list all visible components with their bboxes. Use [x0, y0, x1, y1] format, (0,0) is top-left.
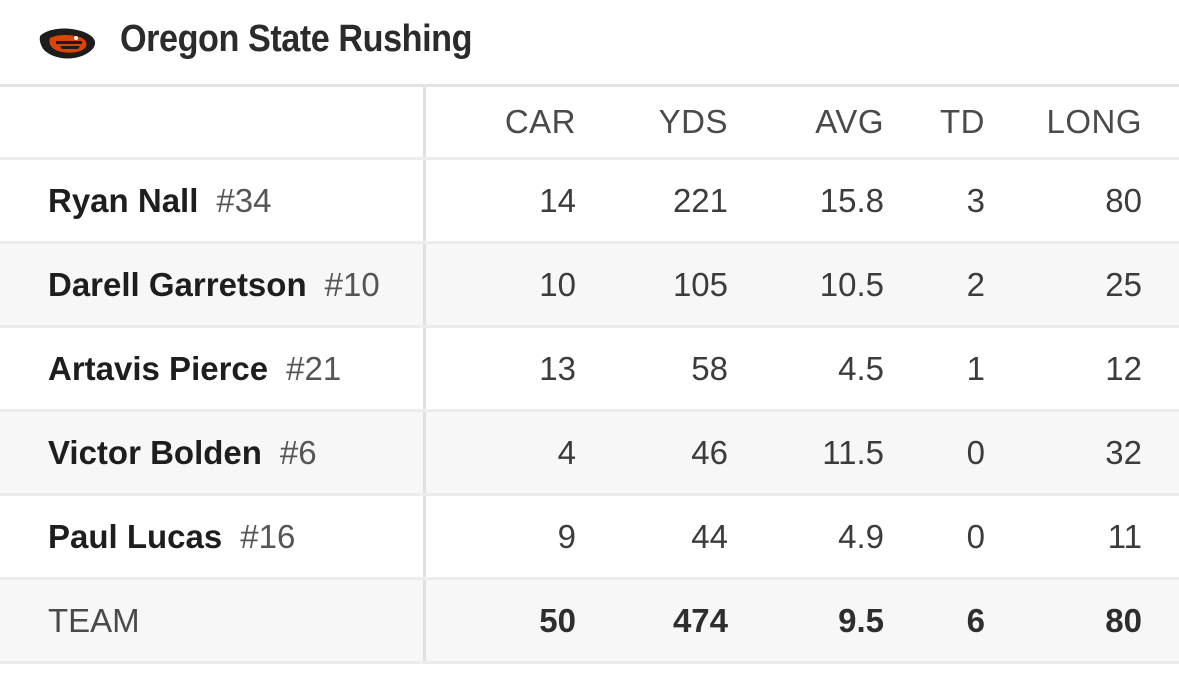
car-value: 14	[539, 181, 576, 219]
avg-value: 4.5	[838, 349, 884, 387]
player-cell: Victor Bolden #6	[48, 412, 317, 493]
column-header-car[interactable]: CAR	[504, 103, 576, 140]
table-row: Paul Lucas #16 9 44 4.9 0 11	[0, 496, 1179, 580]
long-value: 80	[1105, 181, 1142, 219]
column-header-avg[interactable]: AVG	[815, 103, 884, 140]
column-divider	[423, 496, 426, 577]
td-value: 3	[966, 181, 985, 219]
avg-value: 4.9	[838, 517, 884, 555]
player-cell: Darell Garretson #10	[48, 244, 380, 325]
table-row: Darell Garretson #10 10 105 10.5 2 25	[0, 244, 1179, 328]
table-row: Victor Bolden #6 4 46 11.5 0 32	[0, 412, 1179, 496]
long-value: 12	[1105, 349, 1142, 387]
player-number: #6	[279, 433, 317, 471]
beaver-logo-icon	[39, 28, 96, 59]
column-divider	[423, 328, 426, 409]
player-cell: Paul Lucas #16	[48, 496, 295, 577]
column-divider	[423, 412, 426, 493]
td-value: 0	[966, 517, 985, 555]
player-cell: Ryan Nall #34	[48, 160, 271, 241]
table-header-row: CAR YDS AVG TD LONG	[0, 87, 1179, 160]
page-title: Oregon State Rushing	[120, 18, 473, 60]
player-number: #21	[286, 349, 342, 387]
team-yds-value: 474	[672, 601, 728, 639]
long-value: 32	[1105, 433, 1142, 471]
player-name[interactable]: Artavis Pierce	[48, 349, 269, 387]
team-total-row: TEAM 50 474 9.5 6 80	[0, 580, 1179, 664]
team-car-value: 50	[539, 601, 576, 639]
player-number: #16	[240, 517, 296, 555]
player-name[interactable]: Paul Lucas	[48, 517, 223, 555]
avg-value: 15.8	[819, 181, 884, 219]
long-value: 11	[1107, 517, 1142, 555]
yds-value: 44	[691, 517, 728, 555]
table-row: Artavis Pierce #21 13 58 4.5 1 12	[0, 328, 1179, 412]
team-label: TEAM	[48, 601, 140, 639]
player-name[interactable]: Victor Bolden	[48, 433, 262, 471]
column-divider	[423, 160, 426, 241]
stats-header: Oregon State Rushing	[0, 0, 1179, 84]
avg-value: 11.5	[822, 433, 884, 471]
column-header-long[interactable]: LONG	[1046, 103, 1142, 140]
team-long-value: 80	[1105, 601, 1142, 639]
player-name[interactable]: Darell Garretson	[48, 265, 307, 303]
player-cell: Artavis Pierce #21	[48, 328, 341, 409]
column-divider	[423, 580, 426, 661]
player-number: #34	[216, 181, 272, 219]
team-td-value: 6	[966, 601, 985, 639]
rushing-stats-table: CAR YDS AVG TD LONG Ryan Nall #34 14 221…	[0, 84, 1179, 664]
yds-value: 105	[672, 265, 728, 303]
player-name[interactable]: Ryan Nall	[48, 181, 199, 219]
car-value: 13	[539, 349, 576, 387]
column-header-yds[interactable]: YDS	[658, 103, 728, 140]
car-value: 4	[557, 433, 576, 471]
td-value: 2	[966, 265, 985, 303]
column-header-td[interactable]: TD	[940, 103, 985, 140]
column-divider	[423, 87, 426, 157]
td-value: 0	[966, 433, 985, 471]
car-value: 9	[557, 517, 576, 555]
team-avg-value: 9.5	[838, 601, 884, 639]
yds-value: 46	[691, 433, 728, 471]
yds-value: 221	[672, 181, 728, 219]
table-row: Ryan Nall #34 14 221 15.8 3 80	[0, 160, 1179, 244]
car-value: 10	[539, 265, 576, 303]
team-cell: TEAM	[48, 580, 140, 661]
column-divider	[423, 244, 426, 325]
yds-value: 58	[691, 349, 728, 387]
avg-value: 10.5	[819, 265, 884, 303]
player-number: #10	[324, 265, 380, 303]
td-value: 1	[966, 349, 985, 387]
long-value: 25	[1105, 265, 1142, 303]
